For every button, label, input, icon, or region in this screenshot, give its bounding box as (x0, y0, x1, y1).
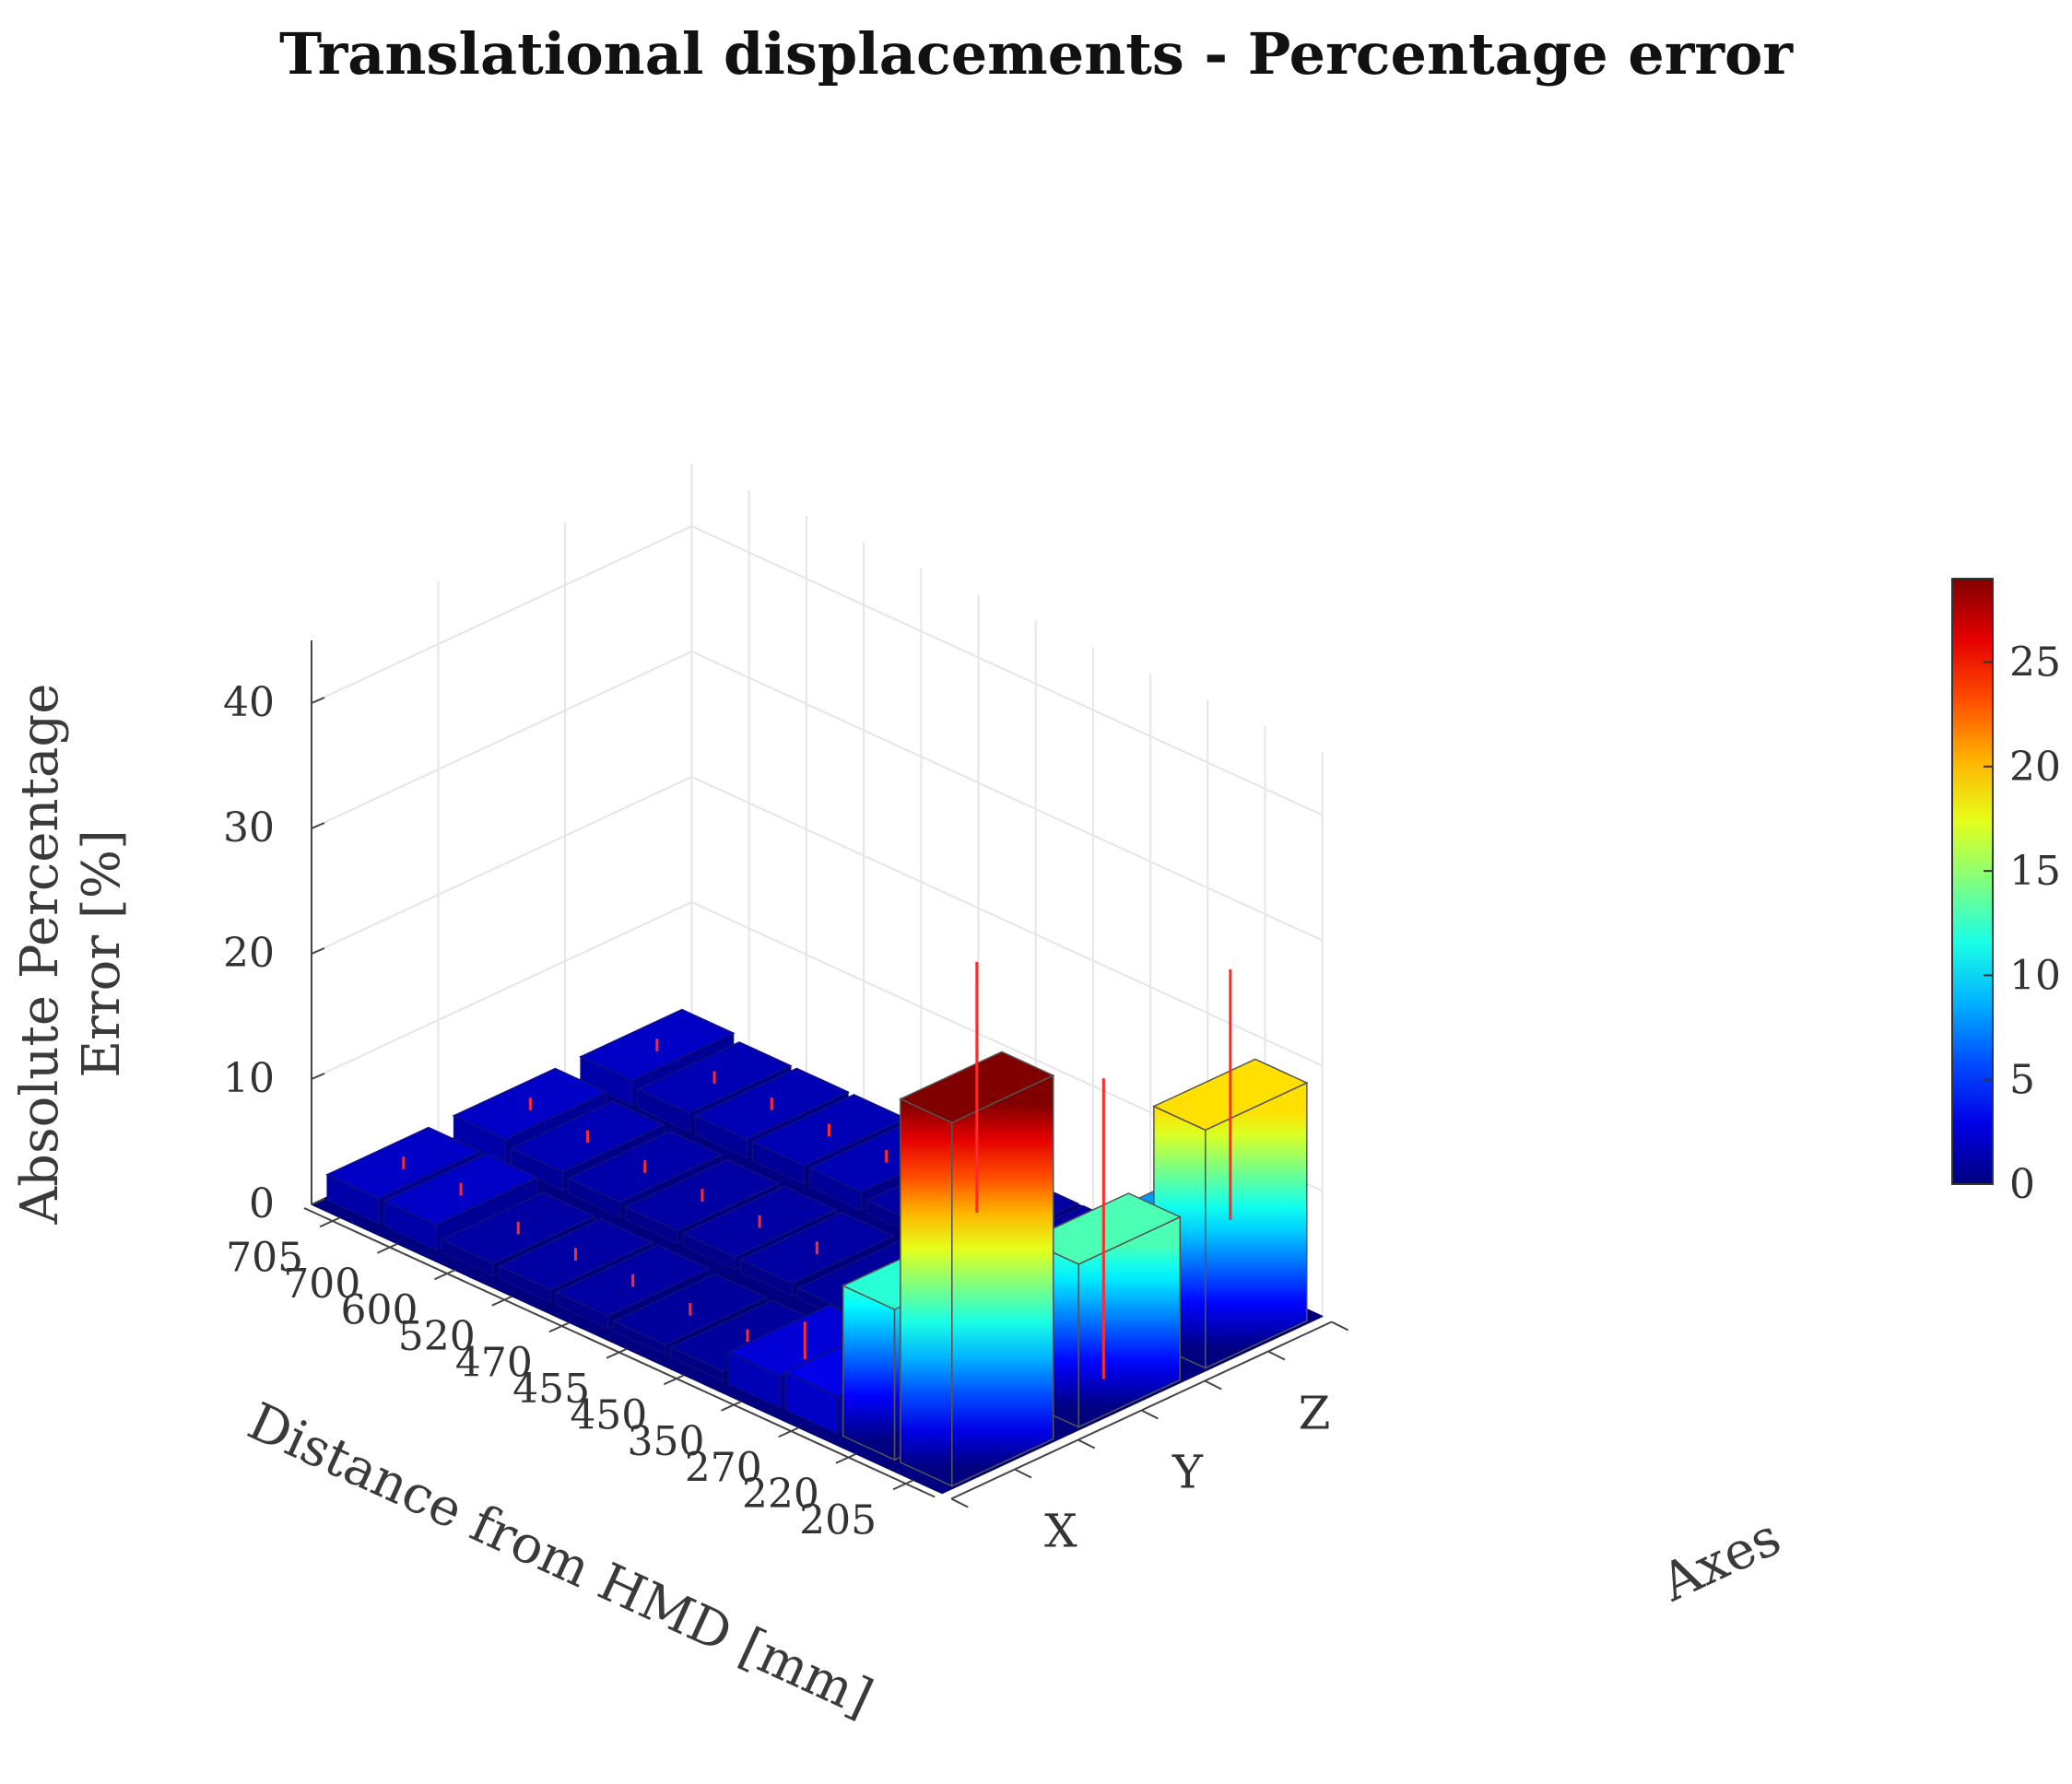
axes-ticks: 0 10 20 30 40 7057006005204704554503502702202… (223, 640, 1349, 1558)
bar-face-side (1205, 1081, 1308, 1369)
floor-gridline (941, 1315, 1324, 1495)
z-tick-label: 30 (223, 804, 275, 851)
axes-tick (950, 1497, 969, 1508)
bar-face-front (842, 1285, 896, 1461)
distance-tick-label: 220 (742, 1471, 819, 1518)
colorbar-tick-label: 20 (2009, 744, 2061, 791)
colorbar-tick-label: 0 (2009, 1161, 2035, 1208)
distance-tick (663, 1374, 685, 1386)
chart-title: Translational displacements - Percentage… (278, 20, 1794, 88)
distance-tick-label: 600 (341, 1286, 418, 1333)
left-back-wall (312, 464, 692, 1204)
distance-tick (434, 1269, 455, 1281)
z-tick (311, 822, 325, 829)
axes-tick (1267, 1350, 1286, 1361)
z-axis-label: Absolute PercentageError [%] (10, 684, 132, 1226)
z-tick-label: 20 (223, 930, 275, 977)
colorbar-tick-label: 15 (2009, 848, 2061, 895)
axes-tick (1331, 1320, 1349, 1332)
distance-tick-label: 520 (398, 1313, 476, 1360)
z-tick (311, 947, 325, 955)
colorbar-tick-label: 5 (2009, 1057, 2035, 1104)
distance-tick (835, 1452, 857, 1464)
bar-Z-205 (1152, 968, 1309, 1369)
bar-face-side (951, 1074, 1054, 1487)
distance-tick (376, 1242, 398, 1254)
colorbar-tick-label: 25 (2009, 640, 2061, 687)
z-tick-label: 10 (223, 1055, 275, 1102)
z-tick (311, 1198, 325, 1205)
distance-tick-label: 470 (455, 1339, 533, 1386)
distance-tick (548, 1321, 571, 1333)
axes-tick-label: X (1044, 1505, 1077, 1558)
axes-tick (1014, 1468, 1032, 1479)
distance-tick-label: 270 (685, 1444, 762, 1491)
distance-tick (319, 1216, 341, 1228)
axes-tick (1141, 1409, 1159, 1420)
z-tick (311, 1073, 325, 1080)
axes-tick (1204, 1379, 1222, 1391)
distance-tick-label: 455 (512, 1366, 590, 1413)
distance-tick (892, 1479, 914, 1491)
distance-tick-label: 705 (226, 1234, 303, 1281)
z-tick-label: 0 (249, 1180, 275, 1227)
z-tick-label: 40 (223, 679, 275, 726)
distance-tick-label: 205 (799, 1496, 877, 1543)
distance-axis-label: Distance from HMD [mm] (239, 1391, 881, 1729)
z-axis-label-line: Error [%] (72, 829, 132, 1078)
z-axis-label-line: Absolute Percentage (10, 684, 70, 1226)
axes-tick-label: Y (1171, 1446, 1204, 1499)
bar-face-front (900, 1097, 953, 1487)
distance-tick (778, 1426, 800, 1438)
axes-axis-label: Axes (1652, 1507, 1790, 1614)
distance-tick-label: 350 (628, 1418, 705, 1465)
distance-tick (721, 1400, 742, 1412)
distance-tick (491, 1295, 513, 1307)
colorbar-tick-label: 10 (2009, 952, 2061, 999)
distance-tick-label: 450 (570, 1391, 647, 1438)
axes-tick-label: Z (1299, 1387, 1331, 1440)
bar-X-205 (899, 961, 1055, 1487)
axes-tick (1077, 1438, 1096, 1450)
colorbar: 0 5 10 15 20 25 (1951, 578, 2061, 1208)
distance-tick-label: 700 (283, 1261, 360, 1308)
z-tick (311, 697, 325, 704)
bars (325, 961, 1309, 1487)
colorbar-gradient (1951, 578, 1994, 1185)
distance-tick (606, 1347, 628, 1359)
